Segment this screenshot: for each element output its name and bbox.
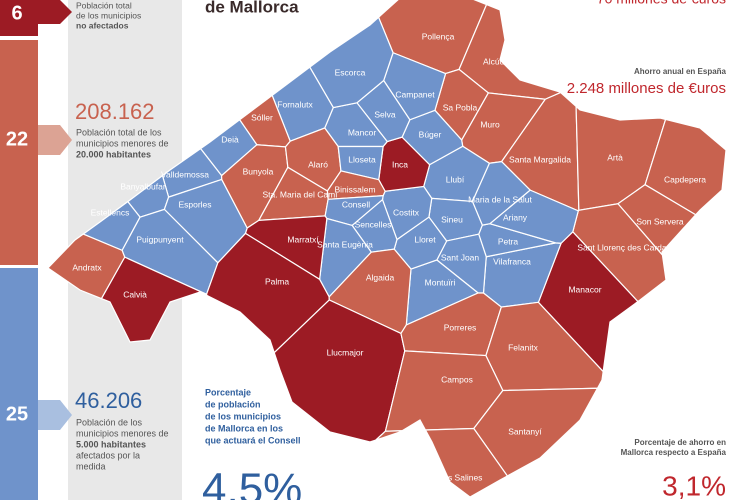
municipality-label: Ses Salines <box>438 472 483 482</box>
municipality-label: Puigpunyent <box>136 234 184 244</box>
municipality-label: Sant Joan <box>441 252 480 262</box>
municipality-label: Santa Margalida <box>509 154 571 164</box>
text: Población total <box>76 0 132 10</box>
municipality-label: Sineu <box>441 214 463 224</box>
municipality-label: Ariany <box>503 212 528 222</box>
municipality-label: Palma <box>265 276 289 286</box>
municipality-label: Sant Llorenç des Cardassar <box>577 242 683 252</box>
municipality-label: Sa Pobla <box>443 102 478 112</box>
municipality-label: Montuïri <box>425 277 456 287</box>
municipality-label: Son Servera <box>636 216 684 226</box>
municipality-label: Estellencs <box>91 207 130 217</box>
municipality-label: Maria de la Salut <box>468 194 532 204</box>
arrow <box>38 0 72 24</box>
municipality <box>309 16 394 109</box>
text: que actuará el Consell <box>205 435 301 445</box>
municipality-label: Algaida <box>366 272 395 282</box>
municipality-label: Manacor <box>568 284 601 294</box>
text: Porcentaje <box>205 387 251 397</box>
text: 20.000 habitantes <box>76 149 151 159</box>
text: 22 <box>6 128 28 150</box>
municipality-label: Banyalbufar <box>120 181 166 191</box>
municipality-label: Artà <box>607 152 623 162</box>
municipality-label: Campos <box>441 374 473 384</box>
municipality-label: Fornalutx <box>277 99 313 109</box>
text: municipios menores de <box>76 428 169 438</box>
municipality-label: Alaró <box>308 159 328 169</box>
municipality-label: Llubí <box>446 174 465 184</box>
text: 5.000 habitantes <box>76 439 146 449</box>
municipality-label: Mancor <box>348 127 377 137</box>
band-top <box>0 0 38 36</box>
municipality-label: Sta. Maria del Camí <box>262 189 338 199</box>
municipality-label: Binissalem <box>334 184 375 194</box>
municipality <box>47 233 126 300</box>
text: 4,5% <box>202 465 302 500</box>
municipality-label: Andratx <box>72 262 102 272</box>
municipality-label: Lloret <box>414 234 436 244</box>
text: Población de los <box>76 417 143 427</box>
municipality-label: Petra <box>498 236 519 246</box>
text: afectados por la <box>76 450 140 460</box>
text: de población <box>205 399 261 409</box>
text: 208.162 <box>75 99 155 124</box>
text: Población total de los <box>76 127 162 137</box>
municipality <box>375 427 509 498</box>
text: Porcentaje de ahorro en <box>634 438 726 447</box>
text: municipios menores de <box>76 138 169 148</box>
text: Mallorca respecto a España <box>621 448 727 457</box>
text: 3,1% <box>662 470 726 500</box>
municipality-label: Capdepera <box>664 174 706 184</box>
text: 6 <box>11 2 22 24</box>
municipality-label: Llucmajor <box>327 347 364 357</box>
municipality-label: Porreres <box>444 322 477 332</box>
municipality-label: Pollença <box>422 31 455 41</box>
text: Ahorro anual en España <box>634 67 727 76</box>
municipality-label: Calvià <box>123 289 147 299</box>
arrow <box>38 125 72 155</box>
text: de Mallorca <box>205 0 299 16</box>
municipality-label: Lloseta <box>348 154 376 164</box>
municipality-label: Escorca <box>335 67 366 77</box>
municipality-label: Esporles <box>178 199 211 209</box>
text: 25 <box>6 403 28 425</box>
municipality-label: Muro <box>480 119 500 129</box>
municipality-label: Alcúdia <box>483 56 511 66</box>
band-medium <box>0 40 38 265</box>
text: de Mallorca en los <box>205 423 283 433</box>
municipality-label: Valldemossa <box>161 169 209 179</box>
municipality-label: Santa Eugènia <box>317 239 373 249</box>
band-small <box>0 268 38 500</box>
municipality-label: Bunyola <box>243 166 274 176</box>
municipality <box>100 256 208 343</box>
municipality-label: Sóller <box>251 112 273 122</box>
municipality-label: Inca <box>392 159 408 169</box>
municipality-label: Deià <box>221 134 239 144</box>
municipality-label: Marratxí <box>287 234 319 244</box>
municipality-label: Sencelles <box>355 219 392 229</box>
text: 46.206 <box>75 388 142 413</box>
municipality-label: Selva <box>374 109 396 119</box>
municipality-label: Vilafranca <box>493 256 531 266</box>
municipality-label: Santanyí <box>508 426 542 436</box>
municipality-label: Campanet <box>395 89 435 99</box>
municipality-label: Búger <box>419 129 442 139</box>
arrow <box>38 400 72 430</box>
text: 2.248 millones de €uros <box>567 80 726 97</box>
text: de los municipios <box>205 411 281 421</box>
municipality-label: Felanitx <box>508 342 539 352</box>
text: 70 millones de €uros <box>597 0 726 7</box>
text: de los municipios <box>76 10 141 20</box>
text: no afectados <box>76 20 129 30</box>
municipality-label: Costitx <box>393 207 420 217</box>
text: medida <box>76 461 106 471</box>
municipality-label: Consell <box>342 199 370 209</box>
